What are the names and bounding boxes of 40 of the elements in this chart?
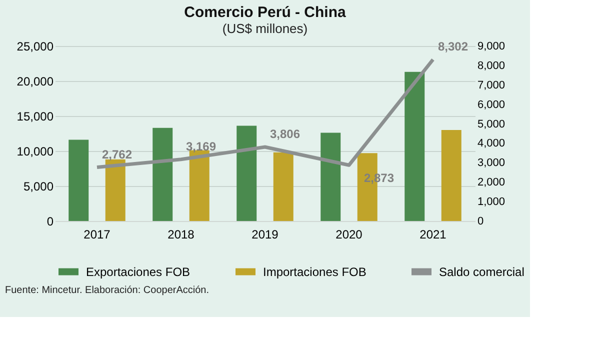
y-tick-label: 0 bbox=[46, 214, 54, 228]
y2-tick-label: 7,000 bbox=[478, 79, 506, 92]
data-label: 8,302 bbox=[438, 40, 468, 54]
legend-label: Importaciones FOB bbox=[263, 264, 366, 279]
y2-tick-label: 9,000 bbox=[478, 40, 506, 52]
y2-tick-label: 5,000 bbox=[478, 118, 506, 130]
y-tick-label: 15,000 bbox=[16, 110, 54, 124]
y2-tick-label: 2,000 bbox=[478, 176, 506, 189]
source-note: Fuente: Mincetur. Elaboración: CooperAcción. bbox=[5, 285, 209, 296]
legend-label: Exportaciones FOB bbox=[86, 264, 190, 279]
bar bbox=[273, 152, 294, 221]
x-tick-label: 2018 bbox=[168, 228, 195, 242]
line-series bbox=[95, 58, 435, 170]
bar bbox=[320, 132, 341, 221]
x-tick-label: 2020 bbox=[336, 228, 363, 242]
bar bbox=[441, 130, 462, 221]
data-label: 3,806 bbox=[270, 126, 300, 141]
bar bbox=[236, 126, 257, 221]
x-tick-label: 2017 bbox=[84, 228, 111, 242]
y-tick-label: 20,000 bbox=[16, 74, 54, 88]
data-label: 2,762 bbox=[102, 147, 132, 162]
y2-tick-label: 6,000 bbox=[478, 98, 506, 111]
data-label: 3,169 bbox=[186, 139, 216, 154]
y2-tick-label: 8,000 bbox=[478, 60, 506, 72]
x-tick-label: 2021 bbox=[420, 228, 447, 242]
x-tick-label: 2019 bbox=[252, 228, 279, 242]
y2-tick-label: 0 bbox=[478, 216, 484, 228]
bar bbox=[152, 128, 173, 221]
y-tick-label: 5,000 bbox=[23, 180, 54, 194]
bar bbox=[105, 159, 126, 221]
y2-tick-label: 3,000 bbox=[478, 157, 506, 170]
chart-title: Comercio Perú - China bbox=[184, 4, 347, 21]
y2-tick-label: 1,000 bbox=[478, 196, 506, 208]
bar bbox=[68, 140, 89, 221]
y-tick-label: 10,000 bbox=[16, 144, 54, 158]
chart-subtitle: (US$ millones) bbox=[222, 21, 308, 36]
y2-tick-label: 4,000 bbox=[478, 138, 506, 150]
y-tick-label: 25,000 bbox=[16, 40, 54, 54]
bar bbox=[404, 72, 425, 221]
legend-label: Saldo comercial bbox=[439, 264, 524, 279]
